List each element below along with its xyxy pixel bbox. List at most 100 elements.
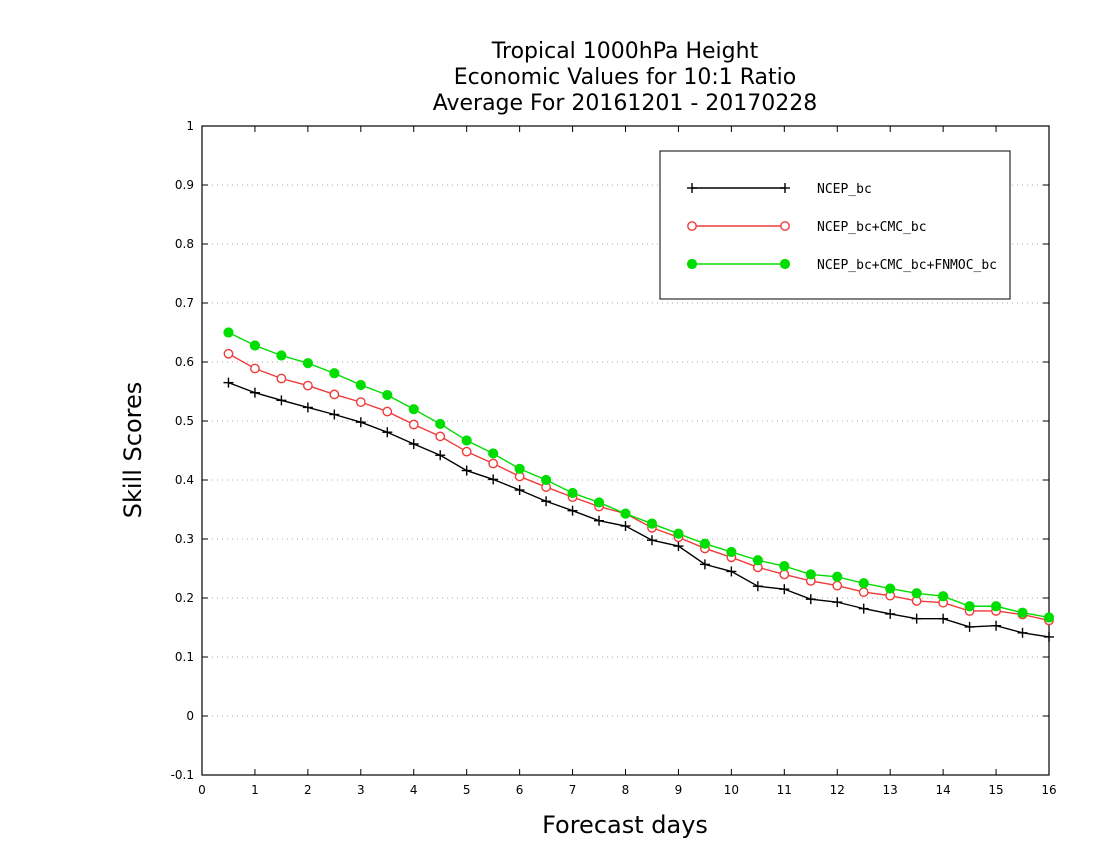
- data-point: [673, 541, 684, 552]
- legend-label: NCEP_bc+CMC_bc: [817, 220, 927, 235]
- data-point: [832, 597, 843, 608]
- x-tick-label: 0: [198, 783, 206, 797]
- chart-title-line: Economic Values for 10:1 Ratio: [454, 65, 796, 90]
- y-axis-title: Skill Scores: [119, 382, 147, 519]
- y-tick-label: 0: [186, 709, 194, 723]
- data-point: [646, 535, 657, 546]
- y-tick-label: 0.9: [175, 178, 194, 192]
- y-tick-label: 0.4: [175, 473, 194, 487]
- data-point: [435, 431, 446, 442]
- data-point: [1017, 607, 1028, 618]
- data-series: [223, 327, 1055, 642]
- data-point: [435, 450, 446, 461]
- data-point: [329, 368, 340, 379]
- data-point: [514, 485, 525, 496]
- x-tick-label: 1: [251, 783, 259, 797]
- data-point: [488, 474, 499, 485]
- legend-entry: NCEP_bc+CMC_bc+FNMOC_bc: [686, 258, 997, 273]
- legend-label: NCEP_bc+CMC_bc+FNMOC_bc: [817, 258, 997, 273]
- data-point: [329, 389, 340, 400]
- legend-entry: NCEP_bc+CMC_bc: [687, 220, 927, 235]
- data-point: [249, 340, 261, 351]
- data-point: [276, 350, 287, 361]
- y-tick-label: 0.1: [175, 650, 194, 664]
- x-tick-label: 5: [463, 783, 471, 797]
- data-point: [540, 474, 552, 486]
- data-point: [461, 446, 472, 457]
- data-point: [567, 505, 578, 516]
- x-tick-label: 10: [724, 783, 739, 797]
- data-point: [461, 435, 472, 446]
- x-axis-ticks: 0 1 2 3 4 5 6 7 8 9 10 11 12 13 14 15 16: [198, 126, 1057, 797]
- data-point: [302, 380, 313, 391]
- data-point: [938, 613, 949, 624]
- legend-box: [659, 150, 1011, 300]
- data-point: [620, 508, 631, 519]
- data-point: [858, 578, 869, 589]
- data-point: [488, 458, 499, 469]
- data-point: [302, 358, 313, 369]
- data-point: [250, 363, 260, 374]
- legend-marker: [780, 183, 790, 193]
- legend-marker: [686, 258, 698, 270]
- data-point: [991, 620, 1002, 631]
- series-3: [223, 327, 1055, 623]
- data-point: [779, 584, 790, 595]
- legend-marker: [687, 221, 697, 231]
- data-point: [408, 419, 419, 430]
- data-point: [752, 555, 763, 566]
- data-point: [461, 465, 472, 476]
- x-tick-label: 8: [622, 783, 630, 797]
- legend-marker: [687, 183, 697, 193]
- data-point: [329, 409, 340, 420]
- data-point: [858, 603, 869, 614]
- series-line: [228, 381, 1050, 638]
- data-point: [408, 404, 419, 415]
- data-point: [938, 591, 949, 602]
- y-tick-label: 0.3: [175, 532, 194, 546]
- data-point: [223, 327, 234, 338]
- legend: NCEP_bc NCEP_bc+CMC_bc NCEP_bc+CMC_bc+FNMO…: [659, 150, 1011, 300]
- x-tick-label: 6: [516, 783, 524, 797]
- data-point: [382, 406, 393, 417]
- data-point: [699, 559, 710, 570]
- x-tick-label: 13: [883, 783, 898, 797]
- x-tick-label: 2: [304, 783, 312, 797]
- x-tick-label: 3: [357, 783, 365, 797]
- data-point: [805, 594, 816, 605]
- data-point: [355, 417, 366, 428]
- data-point: [223, 377, 234, 388]
- data-point: [1017, 627, 1028, 638]
- data-point: [964, 601, 975, 612]
- data-point: [1043, 612, 1055, 623]
- data-point: [514, 463, 525, 474]
- x-tick-label: 14: [935, 783, 950, 797]
- series-1: [223, 377, 1054, 642]
- x-tick-label: 15: [988, 783, 1003, 797]
- data-point: [832, 571, 843, 582]
- data-point: [355, 397, 366, 408]
- data-point: [593, 497, 605, 508]
- data-point: [646, 518, 658, 529]
- y-tick-label: 0.8: [175, 237, 194, 251]
- data-point: [488, 448, 499, 459]
- x-tick-label: 7: [569, 783, 577, 797]
- x-axis-title: Forecast days: [542, 811, 708, 839]
- y-tick-label: -0.1: [171, 768, 194, 782]
- legend-marker: [779, 258, 791, 270]
- data-point: [673, 528, 684, 539]
- x-tick-label: 4: [410, 783, 418, 797]
- y-tick-label: 0.6: [175, 355, 194, 369]
- chart-title-line: Average For 20161201 - 20170228: [433, 91, 818, 116]
- series-line: [228, 353, 1050, 622]
- legend-marker: [780, 221, 790, 231]
- series-2: [223, 348, 1054, 626]
- data-point: [832, 580, 843, 591]
- data-point: [302, 402, 313, 413]
- data-point: [541, 496, 552, 507]
- x-tick-label: 11: [777, 783, 792, 797]
- data-point: [1044, 631, 1054, 642]
- data-point: [779, 561, 790, 572]
